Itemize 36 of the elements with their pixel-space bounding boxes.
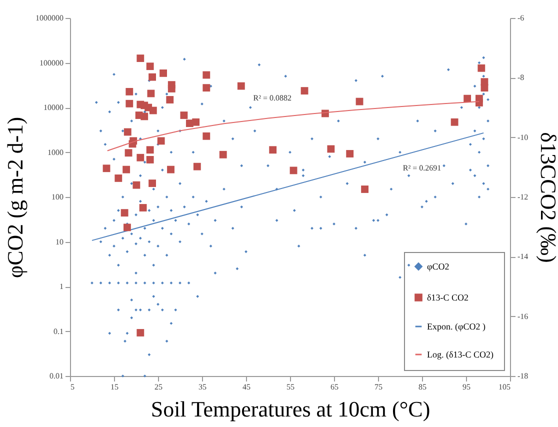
y2-tick-label: -6 bbox=[518, 14, 524, 22]
y-tick-label: 0.1 bbox=[54, 326, 64, 336]
x-tick-label: 75 bbox=[374, 382, 382, 392]
x-tick-label: 15 bbox=[110, 382, 118, 392]
x-axis-title: Soil Temperatures at 10cm (°C) bbox=[150, 396, 430, 422]
x-tick-label: 35 bbox=[198, 382, 206, 392]
y2-tick-label: -16 bbox=[518, 312, 528, 321]
y-tick-label: 1000000 bbox=[36, 14, 64, 22]
legend-label: δ13-C CO2 bbox=[427, 292, 468, 302]
y2-tick-label: -14 bbox=[518, 252, 528, 262]
y2-tick-label: -8 bbox=[518, 73, 524, 82]
x-tick-label: 5 bbox=[70, 382, 74, 392]
y-tick-label: 1000 bbox=[48, 148, 64, 157]
y-tick-label: 1 bbox=[60, 282, 64, 291]
y-tick-label: 10 bbox=[56, 237, 64, 246]
x-tick-label: 85 bbox=[418, 382, 426, 392]
x-tick-label: 55 bbox=[286, 382, 294, 392]
y-axis-title: φCO2 (g m-2 d-1) bbox=[2, 116, 28, 278]
annotation: R² = 0.0882 bbox=[253, 94, 292, 103]
legend-label: Expon. (φCO2 ) bbox=[427, 322, 486, 332]
y-tick-label: 10000 bbox=[44, 103, 64, 112]
x-tick-label: 65 bbox=[330, 382, 338, 392]
y-tick-label: 100 bbox=[52, 192, 64, 202]
x-tick-label: 45 bbox=[242, 382, 250, 392]
x-tick-label: 25 bbox=[154, 382, 162, 392]
legend-label: φCO2 bbox=[427, 262, 450, 272]
x-tick-label: 105 bbox=[498, 382, 510, 392]
y2-axis-title: δ13CCO2 (‰) bbox=[536, 132, 558, 263]
y2-tick-label: -12 bbox=[518, 192, 528, 202]
y-tick-label: 100000 bbox=[40, 58, 64, 68]
annotation: R² = 0.2691 bbox=[402, 163, 442, 172]
legend-label: Log. (δ13-C CO2) bbox=[427, 350, 494, 360]
x-tick-label: 95 bbox=[462, 382, 470, 392]
y2-tick-label: -18 bbox=[518, 372, 528, 380]
y2-tick-label: -10 bbox=[518, 132, 528, 142]
y-tick-label: 0.01 bbox=[50, 372, 64, 380]
